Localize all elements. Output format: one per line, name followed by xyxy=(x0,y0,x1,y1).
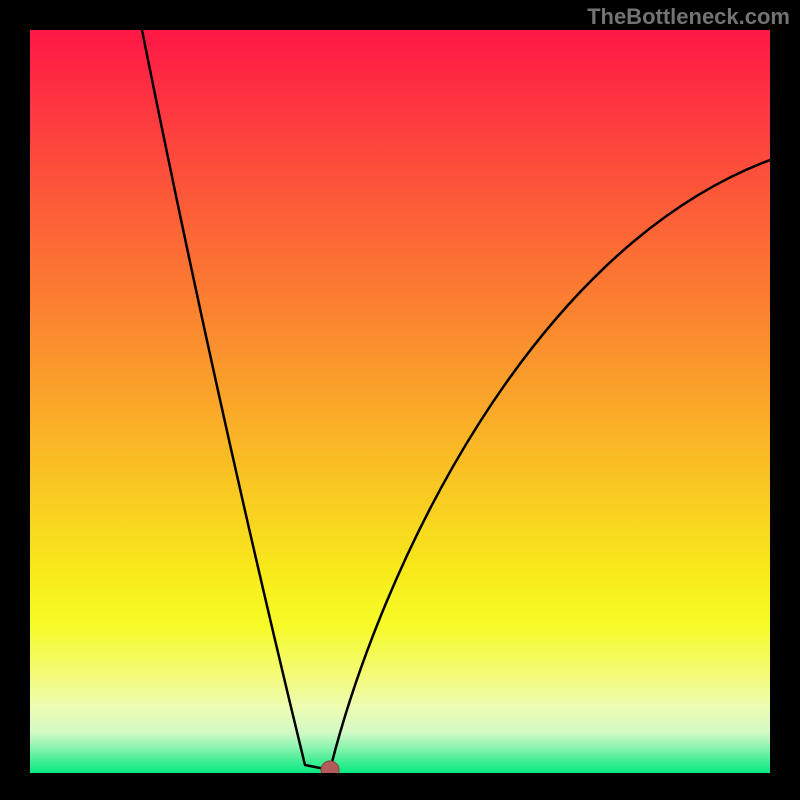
bottleneck-curve xyxy=(142,30,770,770)
minimum-marker xyxy=(321,761,339,773)
curve-layer xyxy=(30,30,770,773)
chart-container: TheBottleneck.com xyxy=(0,0,800,800)
watermark-text: TheBottleneck.com xyxy=(587,4,790,30)
plot-area xyxy=(30,30,770,773)
